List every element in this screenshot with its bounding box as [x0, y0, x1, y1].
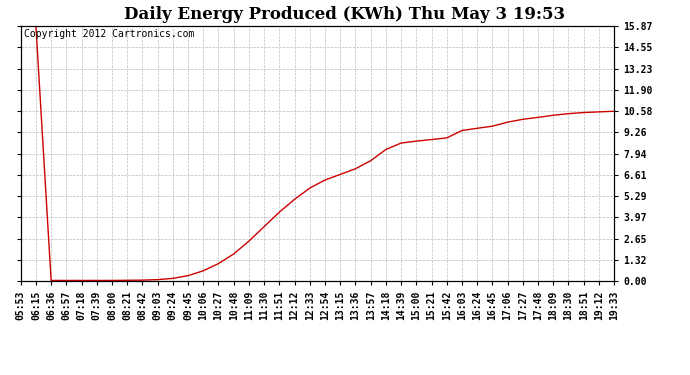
Text: Daily Energy Produced (KWh) Thu May 3 19:53: Daily Energy Produced (KWh) Thu May 3 19…	[124, 6, 566, 22]
Text: Copyright 2012 Cartronics.com: Copyright 2012 Cartronics.com	[23, 29, 194, 39]
